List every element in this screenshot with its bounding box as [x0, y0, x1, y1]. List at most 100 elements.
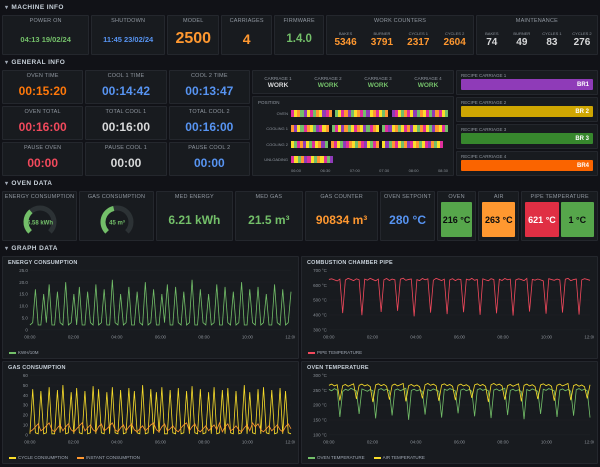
svg-text:08:00: 08:00 [198, 439, 210, 444]
panel-title: OVEN SETPOINT [381, 192, 434, 200]
panel-gas-counter: GAS COUNTER 90834 m³ [305, 191, 378, 241]
section-header-machine-info[interactable]: ▾ MACHINE INFO [2, 2, 598, 13]
stat-label: CYCLES 2 [445, 31, 464, 36]
panel-title: OVEN TOTAL [3, 107, 82, 115]
panel-title: PAUSE COOL 2 [170, 143, 249, 151]
stat-value: WORK [318, 82, 339, 89]
panel-title: RECIPE CARRIAGE 4 [461, 154, 593, 159]
panel-title: OVEN [438, 192, 475, 200]
combustion-chamber-pipe-chart[interactable]: 700 °C600 °C500 °C400 °C300 °C00:0002:00… [305, 267, 594, 350]
power-on-value: 04:13 19/02/24 [3, 24, 88, 54]
svg-text:06:00: 06:00 [155, 439, 167, 444]
chart-legend: OVEN TEMPERATURE AIR TEMPERATURE [305, 455, 594, 461]
panel-med-gas: MED GAS 21.5 m³ [235, 191, 303, 241]
times-grid: OVEN TIME 00:15:20 COOL 1 TIME 00:14:42 … [2, 70, 250, 176]
panel-title: WORK COUNTERS [327, 16, 472, 24]
carriage-2-status: CARRIAGE 2 WORK [303, 71, 353, 93]
panel-title: RECIPE CARRIAGE 1 [461, 73, 593, 78]
stat-value: 276 [574, 37, 591, 48]
position-row: OVEN [258, 109, 448, 118]
panel-title: PAUSE OVEN [3, 143, 82, 151]
recipe-bar: BR1 [461, 79, 593, 90]
stat-label: CYCLES 1 [542, 31, 561, 36]
section-header-general-info[interactable]: ▾ GENERAL INFO [2, 57, 598, 68]
svg-text:200 °C: 200 °C [313, 403, 327, 408]
legend-item[interactable]: OVEN TEMPERATURE [308, 455, 365, 460]
svg-text:00:00: 00:00 [323, 334, 335, 339]
legend-item[interactable]: PIPE TEMPERATURE [308, 350, 362, 355]
svg-text:04:00: 04:00 [410, 334, 422, 339]
legend-swatch [77, 457, 84, 459]
pipe-temp-value-1: 621 °C [525, 202, 558, 237]
position-row: UNLOADING [258, 155, 448, 164]
legend-item[interactable]: INSTANT CONSUMPTION [77, 455, 140, 460]
oven-data-row: ENERGY CONSUMPTION 6.58 kWh GAS CONSUMPT… [2, 191, 598, 241]
time-value: 00:13:47 [170, 79, 249, 103]
section-header-graph-data[interactable]: ▾ GRAPH DATA [2, 243, 598, 254]
legend-swatch [9, 352, 16, 354]
panel-position-timeline[interactable]: POSITION OVEN COOLING 1 COOLING 2 UNLOADING… [252, 96, 454, 176]
panel-title: PAUSE COOL 1 [86, 143, 165, 151]
panel-shutdown: SHUTDOWN 11:45 23/02/24 [91, 15, 165, 55]
panel-title: GAS CONSUMPTION [80, 192, 153, 200]
panel-cool2-time: COOL 2 TIME 00:13:47 [169, 70, 250, 104]
position-label: POSITION [258, 100, 448, 105]
med-energy-value: 6.21 kWh [157, 200, 232, 240]
gauge-arc: 45 m³ [83, 202, 151, 238]
gas-consumption-chart[interactable]: 605040302010000:0002:0004:0006:0008:0010… [6, 372, 295, 455]
stat-value: 49 [516, 37, 527, 48]
position-row: COOLING 2 [258, 140, 448, 149]
panel-title: RECIPE CARRIAGE 2 [461, 100, 593, 105]
axis-tick-label: 06:30 [320, 168, 330, 173]
svg-text:00:00: 00:00 [24, 334, 36, 339]
panel-title: GAS COUNTER [306, 192, 377, 200]
legend-swatch [9, 457, 16, 459]
svg-text:40: 40 [23, 393, 28, 398]
oven-temp-value: 216 °C [441, 202, 472, 237]
section-header-oven-data[interactable]: ▾ OVEN DATA [2, 178, 598, 189]
panel-carriages: CARRIAGES 4 [221, 15, 271, 55]
panel-gas-consumption-graph: GAS CONSUMPTION 605040302010000:0002:000… [2, 361, 299, 464]
panel-title: AIR [479, 192, 518, 200]
svg-text:15.0: 15.0 [19, 292, 28, 297]
stat-work-counter-2: CYCLES 1 2317 [400, 24, 436, 54]
recipe-bar: BR 2 [461, 106, 593, 117]
chart-canvas[interactable]: 700 °C600 °C500 °C400 °C300 °C00:0002:00… [305, 267, 594, 350]
air-temp-value: 263 °C [482, 202, 515, 237]
stat-value: WORK [368, 82, 389, 89]
chart-canvas[interactable]: 25.020.015.010.05.0000:0002:0004:0006:00… [6, 267, 295, 350]
panel-title: POWER ON [3, 16, 88, 24]
svg-text:04:00: 04:00 [111, 439, 123, 444]
recipe-bar: BR4 [461, 160, 593, 171]
panel-recipe-carriage-1: RECIPE CARRIAGE 1 BR1 [456, 70, 598, 95]
stat-label: BAKES [339, 31, 352, 36]
panel-oven-total: OVEN TOTAL 00:16:00 [2, 106, 83, 140]
time-value: 00:16:00 [3, 115, 82, 139]
energy-consumption-chart[interactable]: 25.020.015.010.05.0000:0002:0004:0006:00… [6, 267, 295, 350]
model-value: 2500 [168, 24, 218, 54]
legend-item[interactable]: CYCLE CONSUMPTION [9, 455, 68, 460]
section-title: OVEN DATA [11, 180, 52, 187]
svg-text:02:00: 02:00 [68, 439, 80, 444]
svg-text:00:00: 00:00 [24, 439, 36, 444]
chart-legend: KWH/10M [6, 350, 295, 356]
dashboard: ▾ MACHINE INFO POWER ON 04:13 19/02/24 S… [0, 0, 600, 467]
panel-title: MODEL [168, 16, 218, 24]
section-title: GRAPH DATA [11, 245, 57, 252]
svg-text:10:00: 10:00 [242, 439, 254, 444]
svg-text:20: 20 [23, 412, 28, 417]
stat-label: CYCLES 1 [409, 31, 428, 36]
panel-work-counters: WORK COUNTERS BAKES 5346 BURNER 3791 CYC… [326, 15, 473, 55]
panel-med-energy: MED ENERGY 6.21 kWh [156, 191, 233, 241]
chart-canvas[interactable]: 300 °C250 °C200 °C150 °C100 °C00:0002:00… [305, 372, 594, 455]
svg-text:60: 60 [23, 373, 28, 378]
position-row-label: COOLING 1 [258, 126, 288, 131]
section-title: MACHINE INFO [11, 4, 63, 11]
legend-item[interactable]: KWH/10M [9, 350, 39, 355]
svg-text:10:00: 10:00 [541, 439, 553, 444]
oven-temperature-chart[interactable]: 300 °C250 °C200 °C150 °C100 °C00:0002:00… [305, 372, 594, 455]
legend-item[interactable]: AIR TEMPERATURE [374, 455, 425, 460]
svg-text:12:00: 12:00 [285, 439, 295, 444]
chart-canvas[interactable]: 605040302010000:0002:0004:0006:0008:0010… [6, 372, 295, 455]
stat-value: 2317 [407, 37, 429, 48]
